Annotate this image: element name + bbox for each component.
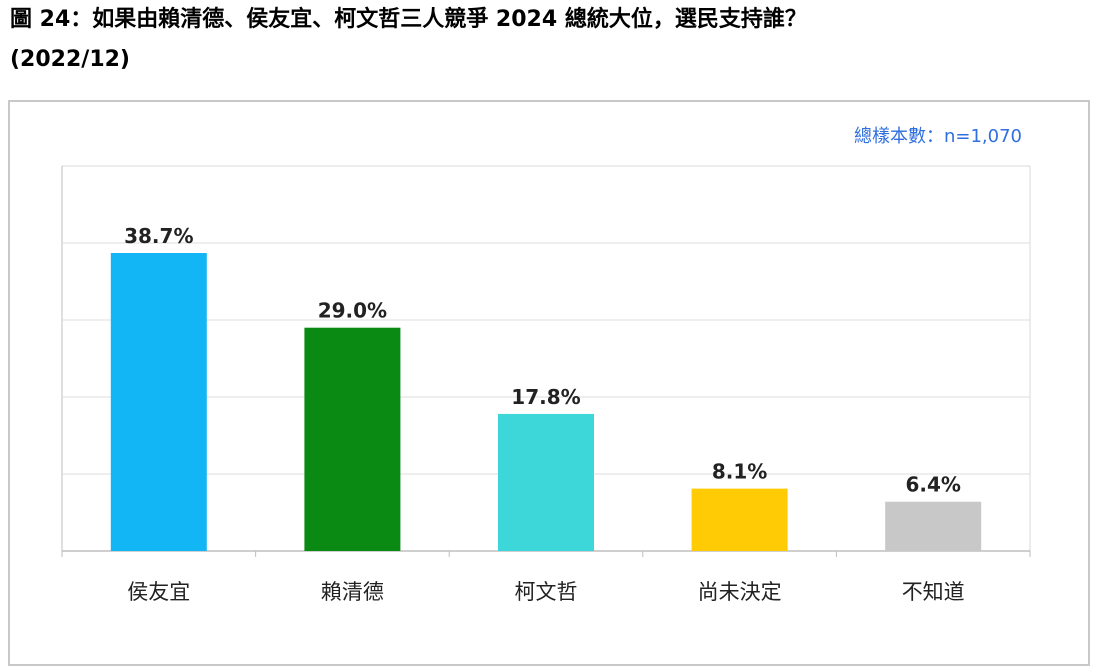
title-line-1: 圖 24：如果由賴清德、侯友宜、柯文哲三人競爭 2024 總統大位，選民支持誰？: [10, 7, 807, 32]
chart-title: 圖 24：如果由賴清德、侯友宜、柯文哲三人競爭 2024 總統大位，選民支持誰？…: [10, 0, 1090, 80]
x-tick-label: 尚未決定: [698, 580, 782, 604]
bar: [885, 501, 982, 551]
sample-size-note: 總樣本數：n=1,070: [853, 126, 1022, 147]
bar: [691, 488, 788, 551]
x-tick-label: 不知道: [902, 580, 965, 604]
data-label: 17.8%: [511, 385, 580, 409]
data-label: 6.4%: [905, 473, 960, 497]
bar: [304, 327, 401, 551]
data-label: 38.7%: [124, 224, 193, 248]
title-line-2: (2022/12): [10, 47, 130, 72]
bar: [498, 413, 594, 551]
bar: [110, 253, 207, 551]
x-tick-label: 賴清德: [321, 580, 384, 604]
x-tick-label: 柯文哲: [515, 580, 578, 604]
data-label: 29.0%: [318, 299, 387, 323]
data-label: 8.1%: [712, 460, 767, 484]
x-tick-label: 侯友宜: [127, 580, 190, 604]
